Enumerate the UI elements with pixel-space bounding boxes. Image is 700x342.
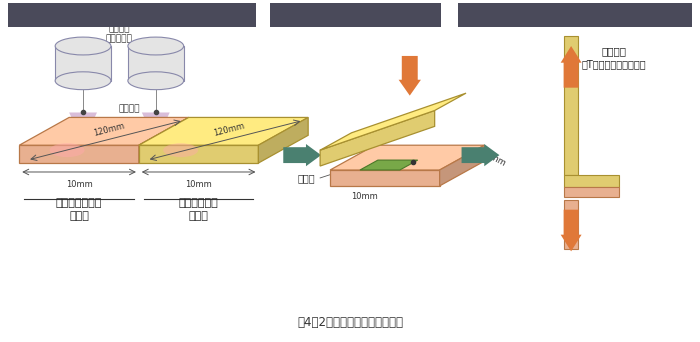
- Text: 120mm: 120mm: [93, 122, 126, 138]
- Polygon shape: [564, 175, 619, 187]
- Ellipse shape: [55, 37, 111, 55]
- Polygon shape: [360, 160, 418, 170]
- Text: プラズマ処理: プラズマ処理: [110, 9, 155, 22]
- Polygon shape: [561, 46, 582, 88]
- Text: 接着剤: 接着剤: [298, 173, 315, 183]
- Polygon shape: [561, 210, 582, 251]
- Polygon shape: [139, 117, 308, 145]
- Text: 試験片: 試験片: [189, 211, 209, 221]
- Polygon shape: [398, 56, 421, 96]
- Polygon shape: [330, 145, 484, 170]
- Polygon shape: [20, 117, 188, 145]
- Polygon shape: [320, 110, 435, 166]
- Polygon shape: [284, 144, 321, 166]
- Ellipse shape: [50, 143, 85, 157]
- Polygon shape: [564, 187, 619, 197]
- Text: （T型はく離接着強さ）: （T型はく離接着強さ）: [582, 59, 646, 69]
- Polygon shape: [139, 145, 258, 163]
- Polygon shape: [55, 46, 111, 81]
- Polygon shape: [564, 200, 578, 249]
- Ellipse shape: [55, 72, 111, 90]
- Polygon shape: [8, 3, 256, 27]
- Polygon shape: [320, 93, 466, 150]
- Ellipse shape: [163, 143, 198, 157]
- Text: 図4－2．接着試験方法の概要図: 図4－2．接着試験方法の概要図: [297, 316, 403, 329]
- Polygon shape: [139, 117, 188, 163]
- Polygon shape: [440, 145, 484, 186]
- Text: 試験片: 試験片: [69, 211, 89, 221]
- Text: プラズマ: プラズマ: [119, 104, 141, 113]
- Text: 10mm: 10mm: [351, 192, 378, 201]
- Polygon shape: [270, 3, 440, 27]
- Text: 接着: 接着: [348, 9, 363, 22]
- Ellipse shape: [128, 72, 183, 90]
- Text: 接着性評価: 接着性評価: [556, 9, 594, 22]
- Text: 10mm: 10mm: [66, 180, 92, 189]
- Text: 10mm: 10mm: [186, 180, 212, 189]
- Text: シリコーンゴム: シリコーンゴム: [56, 198, 102, 208]
- Polygon shape: [564, 36, 578, 175]
- Polygon shape: [20, 145, 139, 163]
- Polygon shape: [330, 170, 440, 186]
- Polygon shape: [69, 113, 97, 142]
- Ellipse shape: [128, 37, 183, 55]
- Text: 10mm: 10mm: [480, 148, 508, 168]
- Polygon shape: [142, 113, 169, 142]
- Polygon shape: [128, 46, 183, 81]
- Text: 面ファスナー: 面ファスナー: [178, 198, 218, 208]
- Polygon shape: [258, 117, 308, 163]
- Text: プラズマ
照射ノズル: プラズマ 照射ノズル: [106, 24, 132, 44]
- Polygon shape: [458, 3, 692, 27]
- Text: 120mm: 120mm: [212, 122, 246, 138]
- Text: 引張試験: 引張試験: [601, 46, 626, 56]
- Polygon shape: [461, 144, 499, 166]
